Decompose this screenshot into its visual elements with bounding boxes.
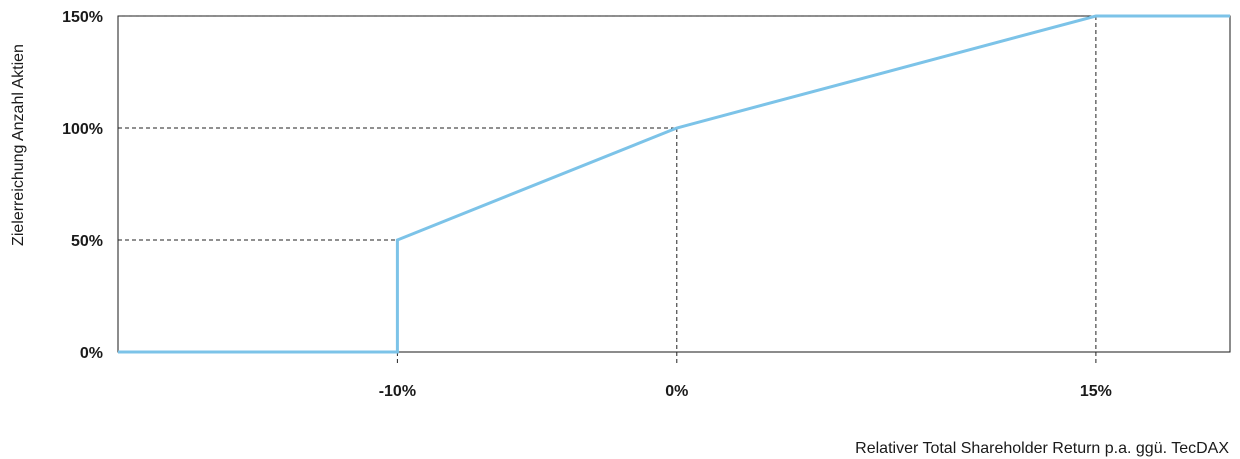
reference-lines	[118, 15, 1097, 366]
plot-area-frame	[117, 15, 1231, 353]
y-axis-title: Zielerreichung Anzahl Aktien	[10, 44, 27, 246]
x-tick-label: 0%	[665, 383, 688, 400]
y-tick-label: 0%	[80, 345, 103, 362]
y-tick-label: 100%	[62, 121, 103, 138]
y-tick-label: 50%	[71, 233, 103, 250]
series-line-0	[118, 14, 1230, 354]
y-tick-labels: 0% 50% 100% 150%	[62, 9, 103, 362]
x-tick-labels: -10% 0% 15%	[379, 383, 1112, 400]
x-axis-title: Relativer Total Shareholder Return p.a. …	[855, 440, 1229, 457]
x-tick-label: 15%	[1080, 383, 1112, 400]
x-tick-label: -10%	[379, 383, 416, 400]
series-layer	[118, 14, 1230, 354]
y-tick-label: 150%	[62, 9, 103, 26]
